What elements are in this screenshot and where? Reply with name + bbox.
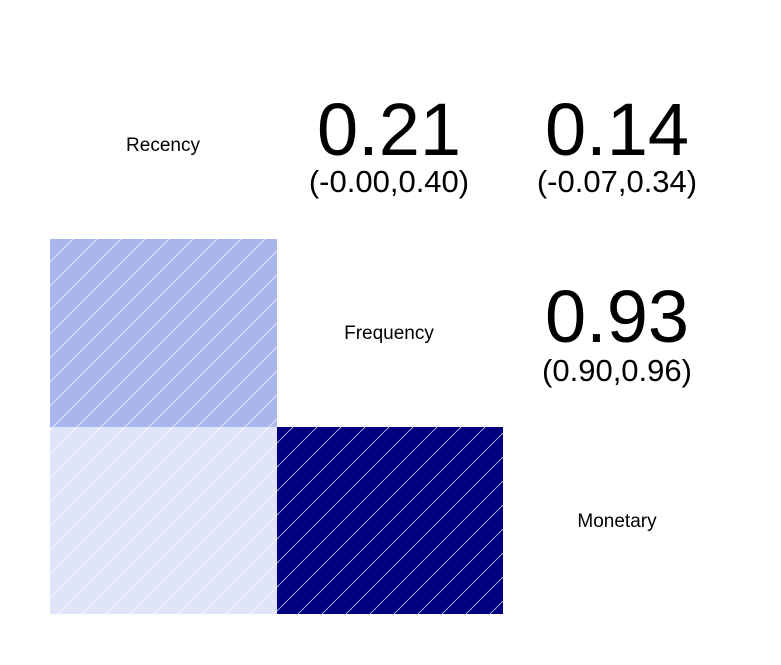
estimate-recency-monetary: 0.14: [545, 88, 689, 171]
shade-cell-recency-monetary: [50, 427, 277, 614]
ci-recency-monetary: (-0.07,0.34): [537, 164, 697, 199]
diag-label-recency: Recency: [126, 135, 200, 156]
ci-frequency-monetary: (0.90,0.96): [542, 353, 692, 388]
shade-cell-recency-frequency: [50, 239, 277, 427]
diag-label-monetary: Monetary: [577, 511, 657, 532]
estimate-frequency-monetary: 0.93: [545, 275, 689, 358]
shade-cell-hatch: [277, 427, 503, 614]
ci-recency-frequency: (-0.00,0.40): [309, 164, 469, 199]
shade-cell-frequency-monetary: [277, 427, 503, 614]
diag-label-frequency: Frequency: [344, 323, 434, 344]
shade-cell-hatch: [50, 427, 277, 614]
shade-cell-hatch: [50, 239, 277, 427]
estimate-recency-frequency: 0.21: [317, 88, 461, 171]
